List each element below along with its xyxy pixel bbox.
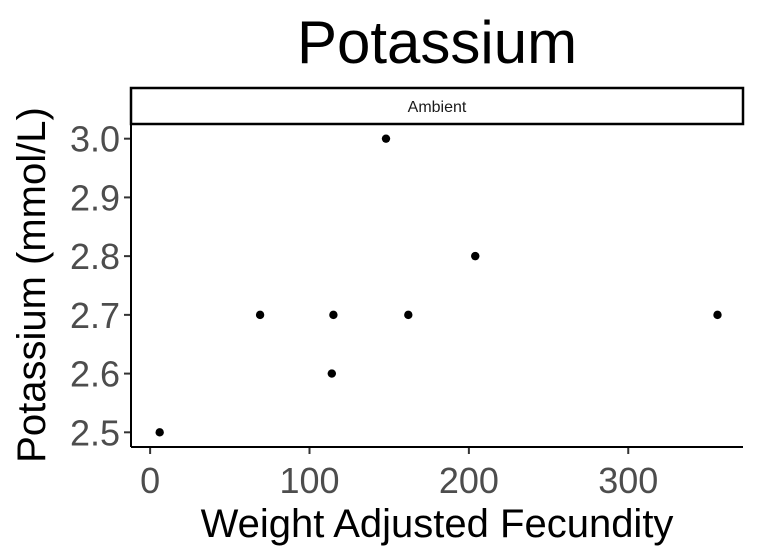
y-tick-label: 2.8: [70, 236, 120, 277]
y-tick-label: 2.9: [70, 177, 120, 218]
axis-ticks: 0 100 200 300 2.5 2.6 2.7 2.8 2.9 3.0: [70, 119, 658, 501]
data-point: [381, 134, 391, 143]
y-tick-label: 2.6: [70, 354, 120, 395]
data-point: [713, 310, 722, 320]
facet-strip: [129, 86, 745, 126]
y-axis-title: Potassium (mmol/L): [10, 107, 54, 463]
data-points: [155, 134, 722, 437]
data-point: [155, 428, 164, 437]
facet-strip-label: Ambient: [408, 99, 467, 116]
data-point: [327, 369, 337, 378]
data-point: [329, 310, 338, 320]
y-tick-label: 2.7: [70, 295, 120, 336]
x-tick-label: 200: [439, 460, 499, 501]
x-tick-label: 0: [140, 460, 160, 501]
x-tick-label: 100: [279, 460, 339, 501]
y-tick-label: 3.0: [70, 119, 120, 160]
data-point: [471, 251, 480, 261]
x-tick-label: 300: [598, 460, 658, 501]
data-point: [404, 310, 413, 320]
y-tick-label: 2.5: [70, 412, 120, 453]
chart-title: Potassium: [297, 9, 577, 76]
data-point: [255, 310, 265, 320]
x-axis-title: Weight Adjusted Fecundity: [201, 502, 674, 546]
